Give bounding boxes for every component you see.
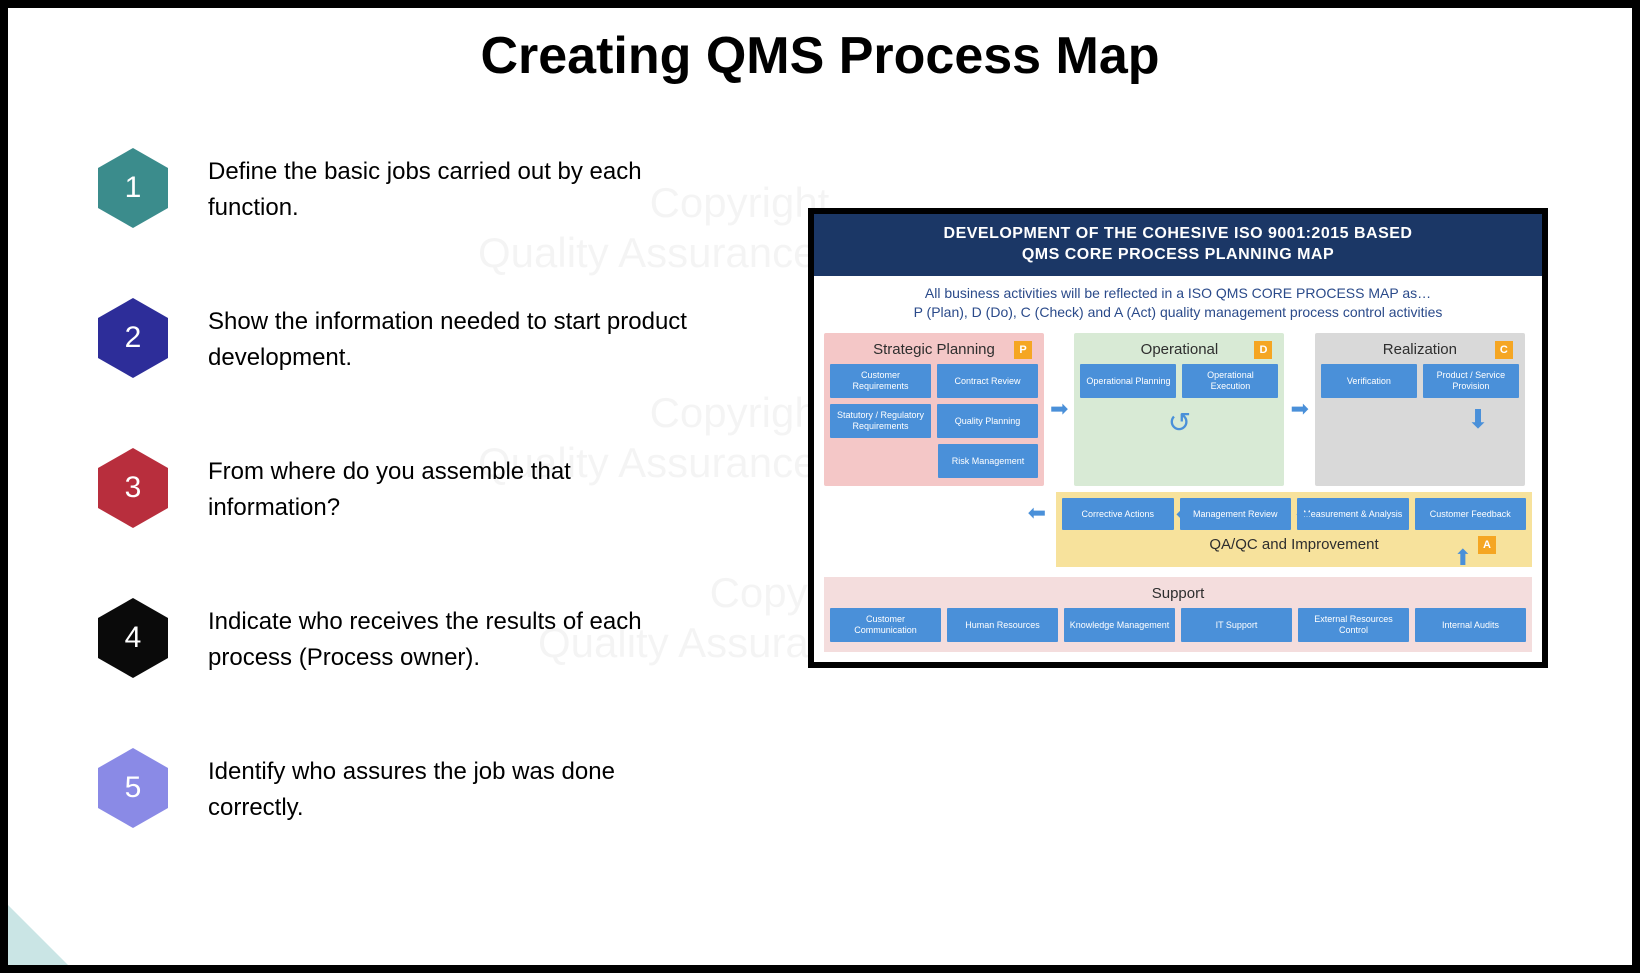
step-number: 2 [125, 321, 142, 355]
process-box: Customer Communication [830, 608, 941, 642]
process-box: Human Resources [947, 608, 1058, 642]
act-section: Corrective Actions Management Review Mea… [1056, 492, 1532, 567]
step-text: Define the basic jobs carried out by eac… [208, 148, 698, 226]
diagram-header: DEVELOPMENT OF THE COHESIVE ISO 9001:201… [814, 214, 1542, 276]
process-box: Internal Audits [1415, 608, 1526, 642]
process-box: Operational Execution [1182, 364, 1278, 398]
arrow-left-icon: ⬅ [1028, 500, 1046, 526]
page-title: Creating QMS Process Map [8, 26, 1632, 86]
hex-1: 1 [98, 148, 168, 228]
process-box: Risk Management [938, 444, 1038, 478]
process-box: Product / Service Provision [1423, 364, 1519, 398]
step-3: 3 From where do you assemble that inform… [98, 448, 698, 528]
process-box: Knowledge Management [1064, 608, 1175, 642]
process-box: Verification [1321, 364, 1417, 398]
cycle-icon: ↺ [1080, 406, 1278, 439]
step-number: 5 [125, 771, 142, 805]
badge-c: C [1495, 341, 1513, 359]
section-title-text: Operational [1141, 341, 1219, 358]
process-box: Corrective Actions [1062, 498, 1174, 530]
process-box: Statutory / Regulatory Requirements [830, 404, 931, 438]
process-box: Operational Planning [1080, 364, 1176, 398]
process-box: Quality Planning [937, 404, 1038, 438]
section-title: Support [830, 585, 1526, 602]
badge-p: P [1014, 341, 1032, 359]
process-box: Customer Feedback [1415, 498, 1527, 530]
step-text: From where do you assemble that informat… [208, 448, 698, 526]
qms-diagram: DEVELOPMENT OF THE COHESIVE ISO 9001:201… [808, 208, 1548, 668]
process-box: Measurement & Analysis [1297, 498, 1409, 530]
step-text: Show the information needed to start pro… [208, 298, 698, 376]
diagram-subtitle: All business activities will be reflecte… [814, 276, 1542, 329]
step-2: 2 Show the information needed to start p… [98, 298, 698, 378]
process-box: IT Support [1181, 608, 1292, 642]
slide-page: Creating QMS Process Map Copyright Quali… [0, 0, 1640, 973]
diagram-sub-line: All business activities will be reflecte… [824, 284, 1532, 304]
section-title-text: QA/QC and Improvement [1209, 536, 1378, 553]
process-box: Contract Review [937, 364, 1038, 398]
arrow-down-icon: ⬇ [1321, 404, 1519, 435]
hex-5: 5 [98, 748, 168, 828]
arrow-right-icon: ➡ [1290, 333, 1308, 486]
badge-d: D [1254, 341, 1272, 359]
plan-section: Strategic Planning P Customer Requiremen… [824, 333, 1044, 486]
process-box: Management Review [1180, 498, 1292, 530]
section-title: Realization C [1321, 341, 1519, 358]
diagram-sub-line: P (Plan), D (Do), C (Check) and A (Act) … [824, 303, 1532, 323]
pdca-row: Strategic Planning P Customer Requiremen… [814, 329, 1542, 486]
section-title-text: Realization [1383, 341, 1457, 358]
decorative-corner [8, 905, 68, 965]
do-section: Operational D Operational Planning Opera… [1074, 333, 1284, 486]
step-text: Identify who assures the job was done co… [208, 748, 698, 826]
diagram-header-line: DEVELOPMENT OF THE COHESIVE ISO 9001:201… [822, 224, 1534, 245]
step-4: 4 Indicate who receives the results of e… [98, 598, 698, 678]
diagram-header-line: QMS CORE PROCESS PLANNING MAP [822, 245, 1534, 266]
process-box: Customer Requirements [830, 364, 931, 398]
process-box: External Resources Control [1298, 608, 1409, 642]
arrow-left-icon: ⬅ [1296, 504, 1311, 525]
arrow-right-icon: ➡ [1050, 333, 1068, 486]
step-5: 5 Identify who assures the job was done … [98, 748, 698, 828]
arrow-left-icon: ⬅ [1176, 504, 1191, 525]
step-number: 3 [125, 471, 142, 505]
step-1: 1 Define the basic jobs carried out by e… [98, 148, 698, 228]
step-number: 1 [125, 171, 142, 205]
support-section: Support Customer Communication Human Res… [824, 577, 1532, 652]
hex-2: 2 [98, 298, 168, 378]
badge-a: A [1478, 536, 1496, 554]
arrow-up-icon: ⬆ [1454, 545, 1472, 571]
hex-3: 3 [98, 448, 168, 528]
check-section: Realization C Verification Product / Ser… [1315, 333, 1525, 486]
steps-list: 1 Define the basic jobs carried out by e… [98, 148, 698, 898]
hex-4: 4 [98, 598, 168, 678]
section-title-text: Strategic Planning [873, 341, 995, 358]
section-title: Strategic Planning P [830, 341, 1038, 358]
section-title: Operational D [1080, 341, 1278, 358]
step-number: 4 [125, 621, 142, 655]
step-text: Indicate who receives the results of eac… [208, 598, 698, 676]
